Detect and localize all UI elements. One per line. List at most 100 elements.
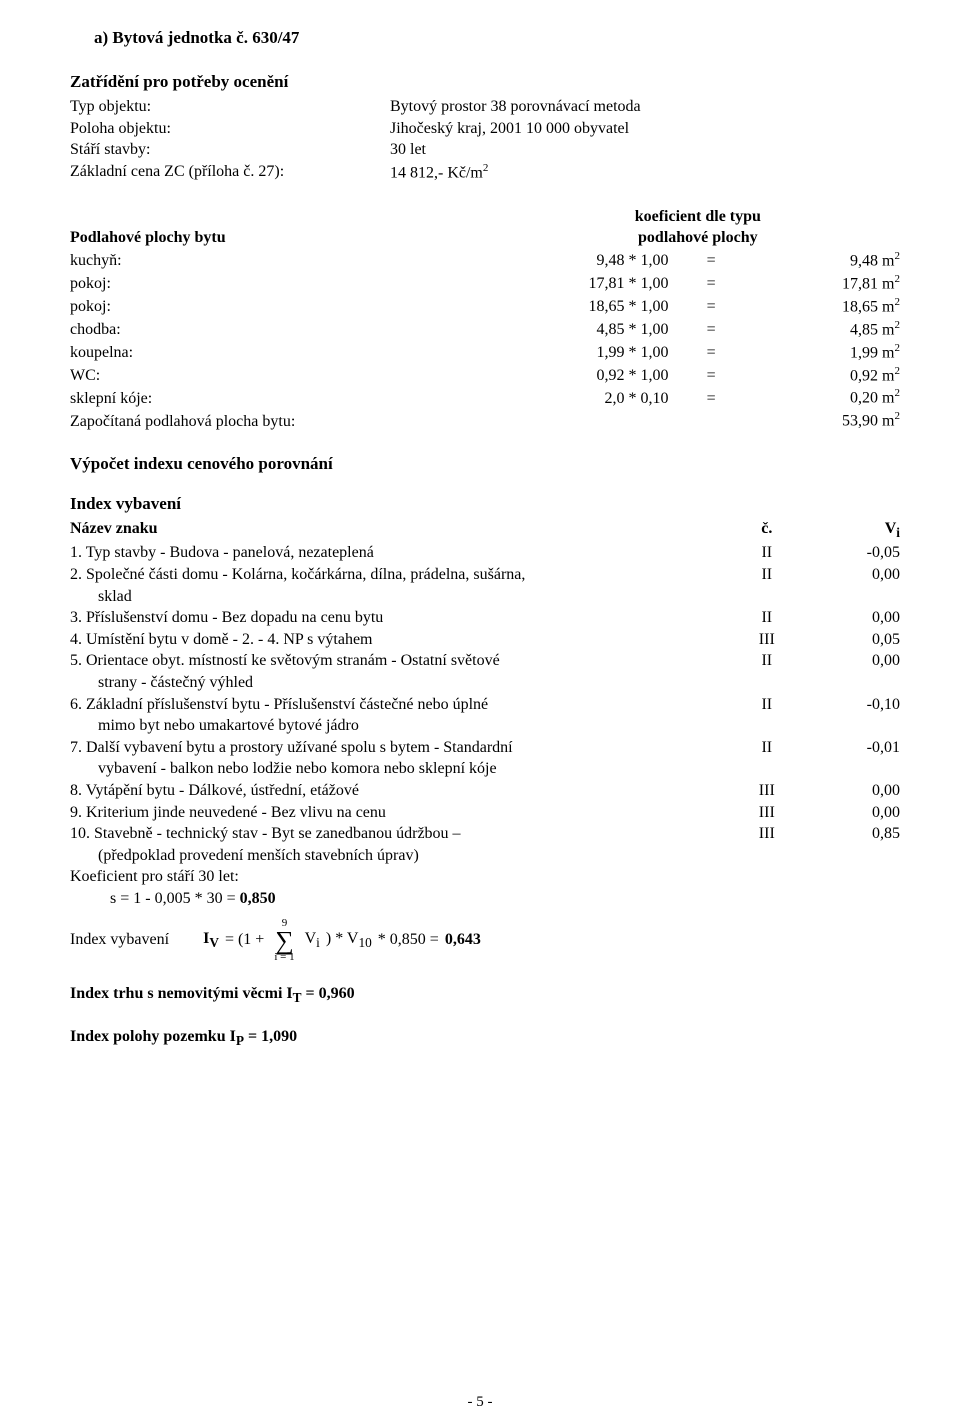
floor-row-result: 9,48 m2 [754,249,900,272]
floor-row-label: chodba: [70,318,349,341]
idx-head-v-pre: V [885,520,897,537]
idx-row-name: 10. Stavebně - technický stav - Byt se z… [70,823,726,866]
sigma-symbol: ∑ [275,929,294,952]
table-row: pokoj:17,81 * 1,00=17,81 m2 [70,272,900,295]
kv-label: Typ objektu: [70,96,390,118]
floor-row-eq: = [669,295,754,318]
subscript: P [236,1033,244,1048]
kv-row-stari: Stáří stavby: 30 let [70,139,900,161]
kv-row-poloha: Poloha objektu: Jihočeský kraj, 2001 10 … [70,118,900,140]
s-formula-result: 0,850 [240,890,276,907]
kv-row-zc: Základní cena ZC (příloha č. 27): 14 812… [70,161,900,184]
floor-head-right: koeficient dle typu podlahové plochy [496,206,900,249]
kv-value-text: 14 812,- Kč/m [390,164,483,181]
iv-symbol: IV [203,930,219,951]
floor-area-table: Podlahové plochy bytu koeficient dle typ… [70,206,900,433]
idx-row-v: 0,00 [808,650,900,693]
floor-row-expr: 1,99 * 1,00 [496,341,669,364]
subscript: V [209,935,219,950]
ip-line: Index polohy pozemku IP = 1,090 [70,1028,900,1049]
floor-row-label: sklepní kóje: [70,386,349,409]
subscript: i [316,935,320,950]
table-row: sklepní kóje:2,0 * 0,10=0,20 m2 [70,386,900,409]
table-row: kuchyň:9,48 * 1,00=9,48 m2 [70,249,900,272]
floor-row-label: pokoj: [70,272,349,295]
idx-row-c: II [726,607,808,629]
floor-head-right-l2: podlahové plochy [638,229,758,246]
floor-row-expr: 4,85 * 1,00 [496,318,669,341]
floor-row-expr: 17,81 * 1,00 [496,272,669,295]
idx-row-name: 3. Příslušenství domu - Bez dopadu na ce… [70,607,726,629]
idx-row-v: 0,85 [808,823,900,866]
idx-row-v: 0,05 [808,629,900,651]
idx-head-c: č. [726,518,808,542]
it-rest: = 0,960 [302,985,355,1002]
idx-head-name: Název znaku [70,518,726,542]
idx-row-name: 7. Další vybavení bytu a prostory užívan… [70,737,726,780]
idx-row-c: III [726,823,808,866]
table-row: 7. Další vybavení bytu a prostory užívan… [70,737,900,780]
sigma-bottom: i = 1 [274,952,294,963]
iv-eq3-pre: ) * V [326,930,359,947]
iv-eq4: * 0,850 = [378,931,439,949]
index-table: Název znaku č. Vi 1. Typ stavby - Budova… [70,518,900,866]
floor-row-expr: 18,65 * 1,00 [496,295,669,318]
table-row: pokoj:18,65 * 1,00=18,65 m2 [70,295,900,318]
floor-row-label: koupelna: [70,341,349,364]
idx-row-v: 0,00 [808,780,900,802]
it-line: Index trhu s nemovitými věcmi IT = 0,960 [70,985,900,1006]
iv-result: 0,643 [445,931,481,949]
kv-value: Bytový prostor 38 porovnávací metoda [390,96,900,118]
table-row: 3. Příslušenství domu - Bez dopadu na ce… [70,607,900,629]
idx-row-name: 1. Typ stavby - Budova - panelová, nezat… [70,542,726,564]
idx-row-c: III [726,629,808,651]
table-row: 4. Umístění bytu v domě - 2. - 4. NP s v… [70,629,900,651]
idx-row-c: II [726,564,808,607]
koef-line: Koeficient pro stáří 30 let: [70,866,900,888]
table-header-row: Podlahové plochy bytu koeficient dle typ… [70,206,900,249]
kv-value: 14 812,- Kč/m2 [390,161,900,184]
iv-label: Index vybavení [70,931,169,949]
floor-total-label: Započítaná podlahová plocha bytu: [70,409,754,432]
kv-value: 30 let [390,139,900,161]
table-row: 5. Orientace obyt. místností ke světovým… [70,650,900,693]
idx-row-name: 6. Základní příslušenství bytu - Přísluš… [70,694,726,737]
iv-eq3: ) * V10 [326,930,372,951]
floor-row-result: 17,81 m2 [754,272,900,295]
table-row: 8. Vytápění bytu - Dálkové, ústřední, et… [70,780,900,802]
superscript: 2 [483,162,489,174]
idx-row-name: 5. Orientace obyt. místností ke světovým… [70,650,726,693]
idx-row-c: III [726,802,808,824]
idx-row-v: 0,00 [808,802,900,824]
heading-vypocet: Výpočet indexu cenového porovnání [70,454,900,474]
iv-formula: Index vybavení IV = (1 + 9 ∑ i = 1 Vi ) … [70,918,900,963]
subscript: 10 [358,935,371,950]
subscript: i [896,525,900,540]
table-row: 9. Kriterium jinde neuvedené - Bez vlivu… [70,802,900,824]
floor-row-expr: 0,92 * 1,00 [496,364,669,387]
floor-row-eq: = [669,386,754,409]
floor-row-expr: 9,48 * 1,00 [496,249,669,272]
idx-row-v: -0,05 [808,542,900,564]
sigma-icon: 9 ∑ i = 1 [274,918,294,963]
idx-row-name: 9. Kriterium jinde neuvedené - Bez vlivu… [70,802,726,824]
superscript: 2 [895,410,901,422]
floor-row-label: WC: [70,364,349,387]
floor-row-result: 18,65 m2 [754,295,900,318]
floor-head-left: Podlahové plochy bytu [70,206,349,249]
idx-row-c: II [726,737,808,780]
kv-label: Poloha objektu: [70,118,390,140]
idx-row-c: II [726,694,808,737]
table-row: chodba:4,85 * 1,00=4,85 m2 [70,318,900,341]
iv-eq2-pre: V [305,930,317,947]
floor-row-result: 1,99 m2 [754,341,900,364]
kv-value: Jihočeský kraj, 2001 10 000 obyvatel [390,118,900,140]
ip-pre: Index polohy pozemku I [70,1028,236,1045]
s-formula: s = 1 - 0,005 * 30 = 0,850 [70,888,900,910]
floor-total-value: 53,90 m2 [754,409,900,432]
floor-row-expr: 2,0 * 0,10 [496,386,669,409]
subscript: T [293,990,302,1005]
iv-eq1: = (1 + [225,931,264,949]
table-row: 2. Společné části domu - Kolárna, kočárk… [70,564,900,607]
idx-row-c: II [726,542,808,564]
